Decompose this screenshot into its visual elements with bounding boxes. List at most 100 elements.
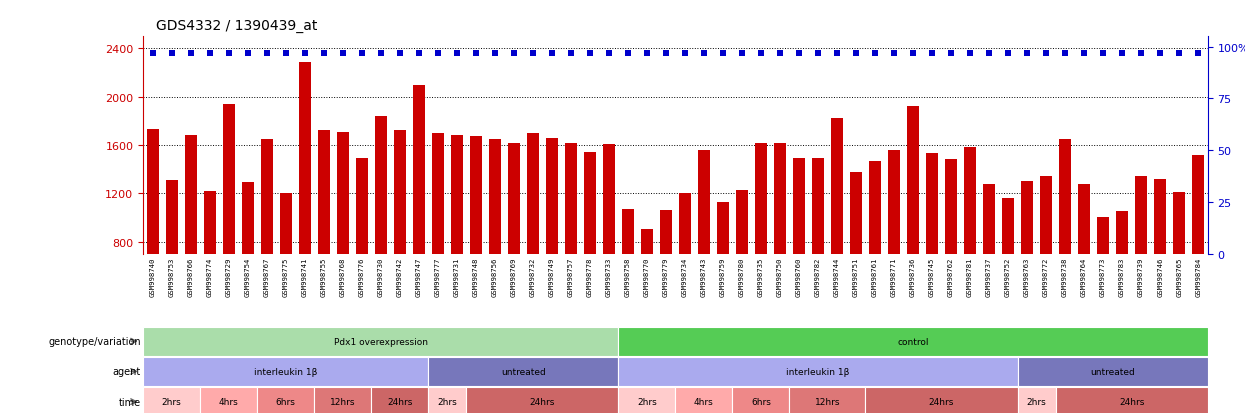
Bar [356,159,369,338]
Bar [451,136,463,338]
Bar [242,183,254,338]
Bar [1154,179,1167,338]
Point [295,50,315,57]
Point [371,50,391,57]
Text: untreated: untreated [500,367,545,376]
Bar [793,159,806,338]
Bar [906,107,919,338]
Text: Pdx1 overexpression: Pdx1 overexpression [334,337,428,346]
Bar [223,104,235,338]
Bar [675,387,732,413]
Bar [982,184,995,338]
Point [352,50,372,57]
Point [1093,50,1113,57]
Bar [203,191,215,338]
Point [808,50,828,57]
Point [998,50,1018,57]
Point [599,50,619,57]
Point [1112,50,1132,57]
Bar [166,180,178,338]
Point [769,50,789,57]
Bar [1097,218,1109,338]
Text: 2hrs: 2hrs [437,397,457,406]
Point [979,50,998,57]
Bar [830,119,843,338]
Point [923,50,942,57]
Text: 2hrs: 2hrs [637,397,657,406]
Bar [184,136,197,338]
Text: interleukin 1β: interleukin 1β [254,367,317,376]
Text: 4hrs: 4hrs [693,397,713,406]
Point [960,50,980,57]
Bar [412,85,425,338]
Bar [619,327,1208,356]
Text: 6hrs: 6hrs [751,397,771,406]
Text: 2hrs: 2hrs [162,397,182,406]
Bar [1078,184,1091,338]
Bar [736,190,748,338]
Bar [565,143,576,338]
Bar [850,172,863,338]
Text: interleukin 1β: interleukin 1β [787,367,849,376]
Bar [488,140,500,338]
Point [789,50,809,57]
Bar [428,357,619,386]
Point [637,50,657,57]
Text: 24hrs: 24hrs [529,397,555,406]
Point [580,50,600,57]
Point [1150,50,1170,57]
Bar [200,387,258,413]
Point [1188,50,1208,57]
Bar [964,148,976,338]
Text: untreated: untreated [1091,367,1135,376]
Point [732,50,752,57]
Bar [258,387,314,413]
Bar [143,387,200,413]
Text: GDS4332 / 1390439_at: GDS4332 / 1390439_at [156,19,317,33]
Point [751,50,771,57]
Point [903,50,923,57]
Bar [428,387,467,413]
Point [865,50,885,57]
Bar [1017,387,1056,413]
Bar [1021,182,1033,338]
Text: 24hrs: 24hrs [929,397,954,406]
Point [390,50,410,57]
Point [466,50,486,57]
Bar [584,153,596,338]
Bar [1191,155,1204,338]
Bar [336,132,349,338]
Point [827,50,847,57]
Bar [143,357,428,386]
Point [561,50,581,57]
Bar [619,357,1017,386]
Text: 2hrs: 2hrs [1027,397,1047,406]
Bar [260,140,273,338]
Point [428,50,448,57]
Bar [469,137,482,338]
Bar [1002,199,1015,338]
Bar [697,150,710,338]
Text: 24hrs: 24hrs [387,397,412,406]
Bar [732,387,789,413]
Point [1036,50,1056,57]
Bar [393,131,406,338]
Text: control: control [898,337,929,346]
Text: 12hrs: 12hrs [814,397,840,406]
Point [1074,50,1094,57]
Bar [603,145,615,338]
Point [162,50,182,57]
Bar [869,161,881,338]
Point [618,50,637,57]
Bar [789,387,865,413]
Bar [865,387,1017,413]
Bar [1017,357,1208,386]
Bar [317,131,330,338]
Bar [888,150,900,338]
Bar [619,387,675,413]
Text: 12hrs: 12hrs [330,397,356,406]
Point [143,50,163,57]
Bar [1135,177,1148,338]
Bar [754,143,767,338]
Text: 24hrs: 24hrs [1119,397,1144,406]
